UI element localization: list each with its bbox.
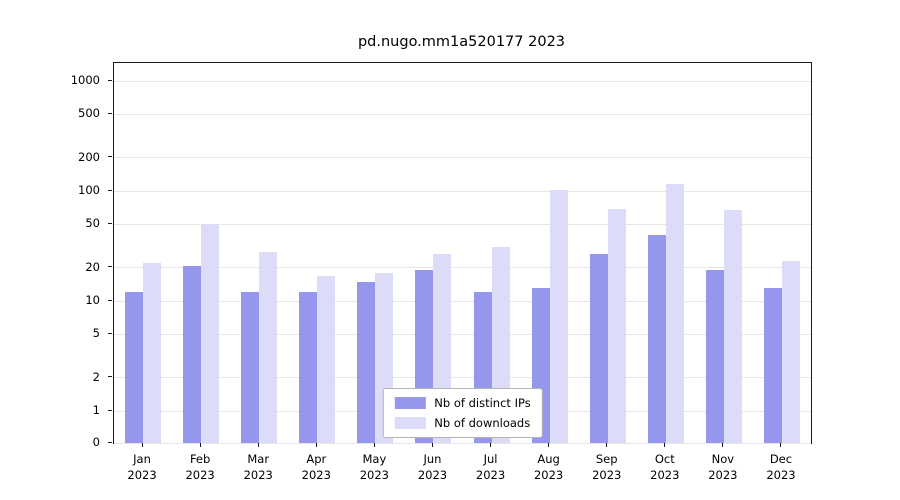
x-tick-label: Nov 2023 [708,452,738,482]
legend: Nb of distinct IPs Nb of downloads [382,388,543,438]
bar-downloads-apr [317,275,336,443]
y-tick-label: 0 [92,435,100,449]
bar-downloads-nov [723,210,742,443]
y-tick-mark [108,79,112,81]
x-tick-label: Dec 2023 [766,452,796,482]
legend-swatch-downloads [394,417,426,429]
x-tick-mark [722,443,724,447]
gridline [114,190,811,192]
gridline [114,267,811,269]
y-tick-label: 1000 [70,73,100,87]
y-tick-mark [108,409,112,411]
bar-downloads-oct [665,184,684,443]
gridline [114,113,811,115]
bar-downloads-jan [143,263,162,443]
x-tick-mark [606,443,608,447]
bar-distinct-ips-sep [589,253,608,443]
y-tick-label: 200 [78,149,100,164]
x-tick-label: Apr 2023 [301,452,331,482]
x-tick-label: Feb 2023 [185,452,215,482]
x-tick-label: Aug 2023 [533,452,564,482]
y-tick-label: 1 [92,403,100,417]
y-tick-mark [108,299,112,301]
x-tick-mark [490,443,492,447]
x-tick-label: Jun 2023 [417,452,448,482]
plot-area: Nb of distinct IPs Nb of downloads [113,62,812,444]
bar-distinct-ips-apr [299,292,318,443]
x-tick-mark [257,443,259,447]
bar-distinct-ips-nov [705,270,724,443]
bar-downloads-aug [549,190,568,443]
x-tick-label: Jan 2023 [127,452,157,482]
x-tick-mark [373,443,375,447]
y-tick-mark [108,376,112,378]
chart-title: pd.nugo.mm1a520177 2023 [357,34,566,50]
x-tick-mark [141,443,143,447]
y-tick-label: 100 [78,183,100,197]
x-tick-label: Sep 2023 [592,452,622,482]
y-tick-mark [108,266,112,268]
bar-downloads-mar [259,251,278,443]
x-tick-label: Oct 2023 [650,452,680,482]
legend-swatch-distinct-ips [394,397,426,409]
legend-label-downloads: Nb of downloads [434,416,531,430]
x-tick-label: Mar 2023 [243,452,273,482]
bar-distinct-ips-feb [183,265,202,443]
y-tick-mark [108,222,112,224]
y-tick-label: 500 [78,106,100,121]
bar-distinct-ips-oct [647,234,666,443]
y-tick-label: 2 [92,369,100,384]
gridline [114,80,811,82]
gridline [114,223,811,225]
bar-downloads-feb [201,224,220,443]
y-tick-mark [108,332,112,334]
y-tick-mark [108,112,112,114]
bar-downloads-sep [607,209,626,443]
x-tick-mark [548,443,550,447]
x-tick-label: Jul 2023 [475,452,506,482]
gridline [114,377,811,379]
bar-downloads-dec [781,261,800,443]
y-tick-mark [108,189,112,191]
gridline [114,157,811,159]
y-tick-label: 10 [85,293,100,307]
x-tick-mark [199,443,201,447]
legend-item-downloads: Nb of downloads [394,416,530,430]
x-tick-mark [431,443,433,447]
y-tick-label: 50 [85,216,100,231]
y-tick-mark [108,441,112,443]
x-axis: Jan 2023 Feb 2023 Mar 2023 Apr 2023 May 2023… [113,443,810,493]
x-tick-label: May 2023 [359,452,390,482]
gridline [114,300,811,302]
x-tick-mark [315,443,317,447]
x-tick-mark [664,443,666,447]
legend-label-distinct-ips: Nb of distinct IPs [434,396,531,410]
gridline [114,333,811,335]
bar-distinct-ips-dec [763,288,782,443]
y-tick-label: 5 [92,326,100,341]
bar-distinct-ips-mar [241,292,260,443]
y-tick-label: 20 [85,259,100,274]
x-tick-mark [780,443,782,447]
gridline [114,442,811,444]
bar-distinct-ips-jan [125,292,144,443]
y-tick-mark [108,156,112,158]
y-axis: 0 1 2 5 10 20 50 100 200 500 1000 [0,62,113,449]
legend-item-distinct-ips: Nb of distinct IPs [394,396,531,410]
bars-layer [114,63,811,443]
bar-distinct-ips-may [357,281,376,443]
